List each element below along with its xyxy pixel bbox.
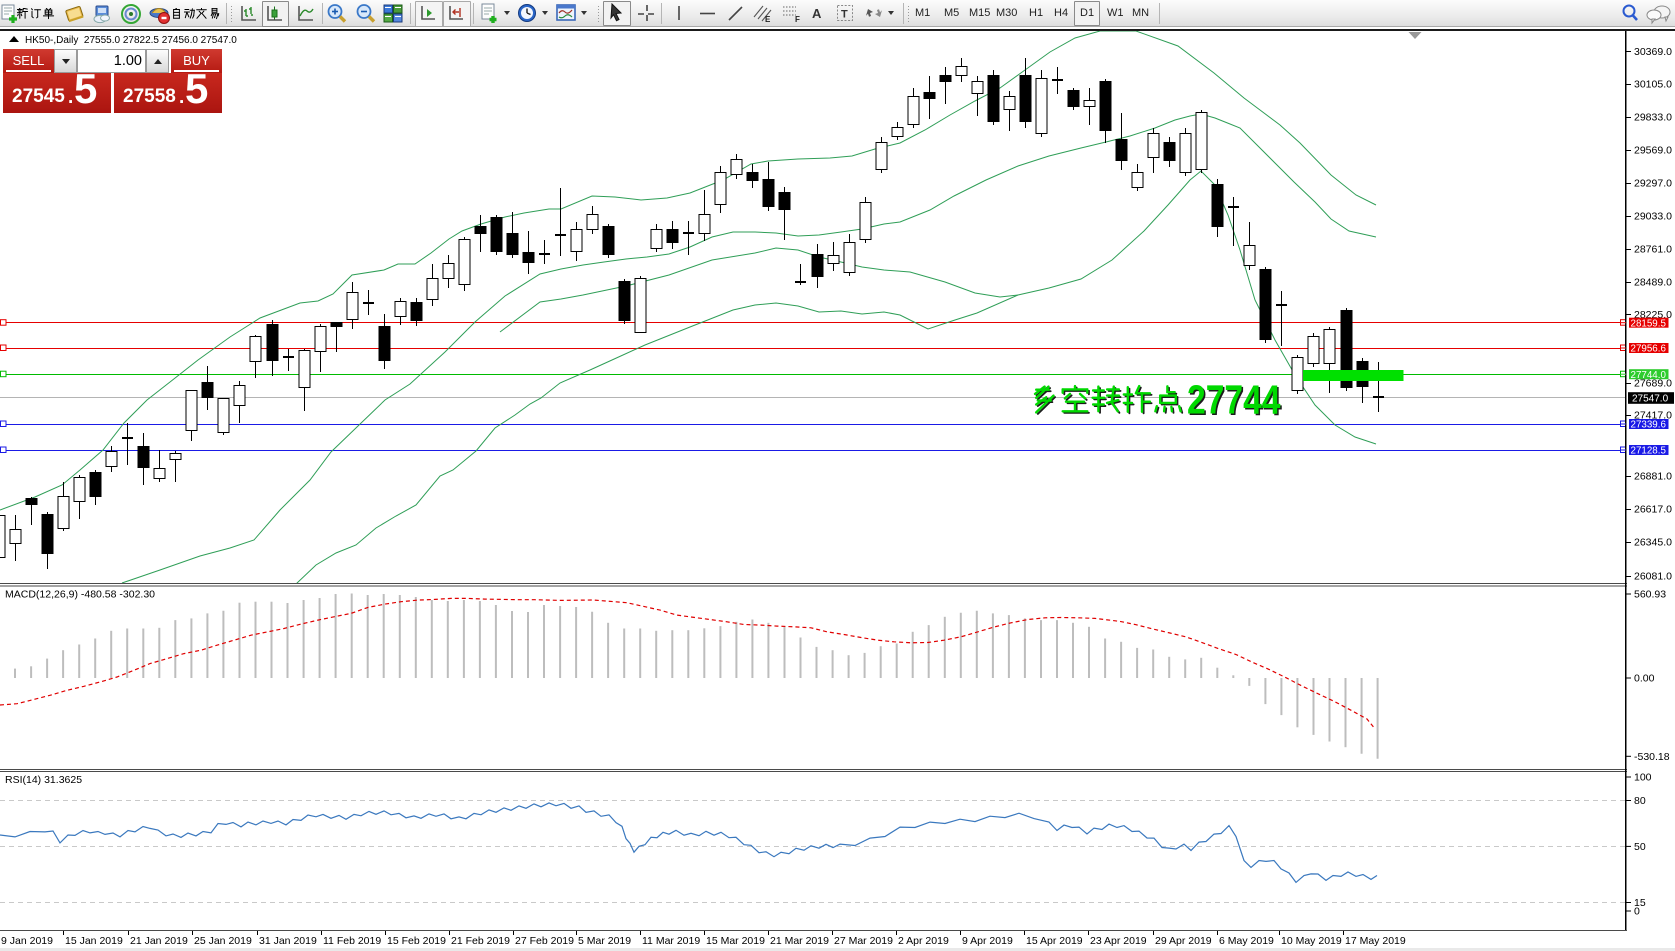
svg-text:27 Mar 2019: 27 Mar 2019 xyxy=(834,935,893,947)
svg-text:26081.0: 26081.0 xyxy=(1634,571,1672,583)
svg-text:0.00: 0.00 xyxy=(1634,673,1655,685)
svg-text:15 Mar 2019: 15 Mar 2019 xyxy=(706,935,765,947)
svg-text:29 Apr 2019: 29 Apr 2019 xyxy=(1155,935,1212,947)
svg-text:29033.0: 29033.0 xyxy=(1634,211,1672,223)
svg-text:27744: 27744 xyxy=(1189,378,1283,424)
svg-text:26345.0: 26345.0 xyxy=(1634,537,1672,549)
svg-text:9 Apr 2019: 9 Apr 2019 xyxy=(962,935,1013,947)
svg-text:23 Apr 2019: 23 Apr 2019 xyxy=(1090,935,1147,947)
svg-text:27744: 27744 xyxy=(1187,376,1281,422)
svg-text:10 May 2019: 10 May 2019 xyxy=(1281,935,1342,947)
svg-text:30369.0: 30369.0 xyxy=(1634,46,1672,58)
svg-text:11 Mar 2019: 11 Mar 2019 xyxy=(642,935,700,947)
svg-text:E: E xyxy=(765,15,771,24)
svg-text:27417.0: 27417.0 xyxy=(1634,410,1672,422)
svg-text:15 Jan 2019: 15 Jan 2019 xyxy=(65,935,123,947)
svg-text:21 Feb 2019: 21 Feb 2019 xyxy=(451,935,510,947)
svg-text:15: 15 xyxy=(1634,897,1646,909)
svg-text:27744.0: 27744.0 xyxy=(1631,370,1667,381)
svg-text:26881.0: 26881.0 xyxy=(1634,471,1672,483)
svg-text:28489.0: 28489.0 xyxy=(1634,277,1672,289)
svg-text:100: 100 xyxy=(1634,772,1652,784)
svg-text:50: 50 xyxy=(1634,841,1646,853)
svg-text:-530.18: -530.18 xyxy=(1634,751,1670,763)
svg-text:29569.0: 29569.0 xyxy=(1634,145,1672,157)
svg-text:27956.6: 27956.6 xyxy=(1631,344,1667,355)
svg-text:27689.0: 27689.0 xyxy=(1634,378,1672,390)
svg-text:5 Mar 2019: 5 Mar 2019 xyxy=(578,935,631,947)
svg-text:2 Apr 2019: 2 Apr 2019 xyxy=(898,935,949,947)
svg-text:27 Feb 2019: 27 Feb 2019 xyxy=(515,935,574,947)
svg-text:28159.5: 28159.5 xyxy=(1631,318,1667,329)
svg-text:80: 80 xyxy=(1634,795,1646,807)
svg-text:26617.0: 26617.0 xyxy=(1634,504,1672,516)
svg-text:9 Jan 2019: 9 Jan 2019 xyxy=(1,935,53,947)
svg-text:29297.0: 29297.0 xyxy=(1634,178,1672,190)
svg-text:27128.5: 27128.5 xyxy=(1631,446,1667,457)
svg-text:31 Jan 2019: 31 Jan 2019 xyxy=(259,935,317,947)
svg-text:RSI(14) 31.3625: RSI(14) 31.3625 xyxy=(5,774,82,786)
svg-text:28761.0: 28761.0 xyxy=(1634,244,1672,256)
svg-text:0: 0 xyxy=(1634,906,1640,918)
svg-text:30105.0: 30105.0 xyxy=(1634,79,1672,91)
svg-text:6 May 2019: 6 May 2019 xyxy=(1219,935,1274,947)
svg-text:F: F xyxy=(795,15,800,24)
svg-text:29833.0: 29833.0 xyxy=(1634,112,1672,124)
svg-text:27339.6: 27339.6 xyxy=(1631,420,1667,431)
svg-text:MACD(12,26,9) -480.58 -302.30: MACD(12,26,9) -480.58 -302.30 xyxy=(5,589,155,601)
svg-text:15 Feb 2019: 15 Feb 2019 xyxy=(387,935,446,947)
svg-text:560.93: 560.93 xyxy=(1634,589,1666,601)
svg-text:17 May 2019: 17 May 2019 xyxy=(1345,935,1406,947)
svg-text:25 Jan 2019: 25 Jan 2019 xyxy=(194,935,252,947)
svg-text:15 Apr 2019: 15 Apr 2019 xyxy=(1026,935,1083,947)
svg-text:HK50-,Daily 27555.0 27822.5 2: HK50-,Daily 27555.0 27822.5 27456.0 2754… xyxy=(25,35,237,46)
svg-text:11 Feb 2019: 11 Feb 2019 xyxy=(323,935,381,947)
svg-text:21 Jan 2019: 21 Jan 2019 xyxy=(130,935,188,947)
svg-text:21 Mar 2019: 21 Mar 2019 xyxy=(770,935,829,947)
svg-text:T: T xyxy=(841,9,848,21)
svg-text:27547.0: 27547.0 xyxy=(1632,394,1669,405)
